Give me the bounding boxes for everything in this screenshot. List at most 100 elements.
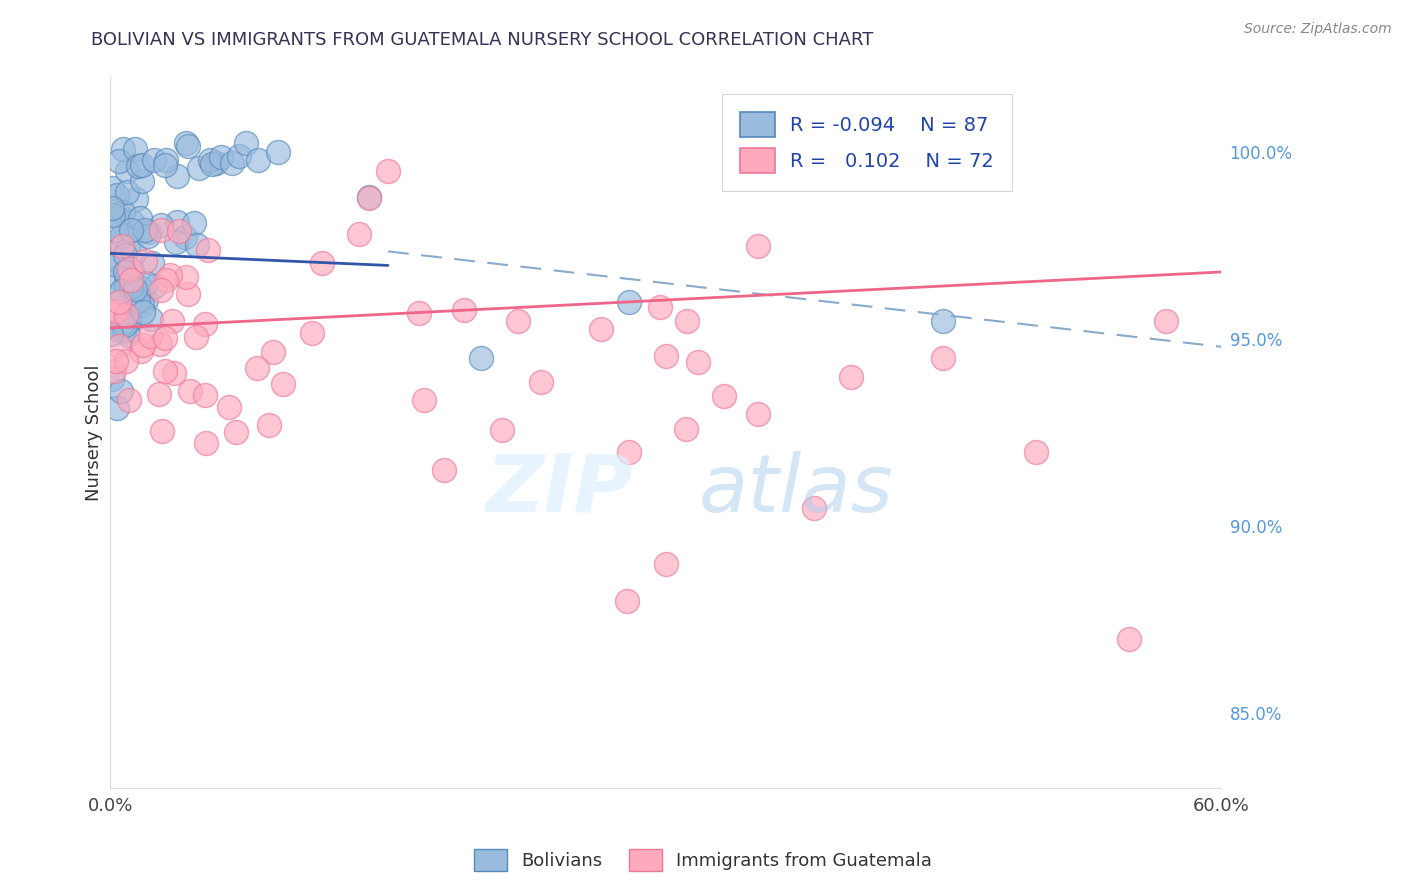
Point <box>101 307 124 321</box>
Point <box>118 392 141 407</box>
Legend: R = -0.094    N = 87, R =   0.102    N = 72: R = -0.094 N = 87, R = 0.102 N = 72 <box>723 95 1011 191</box>
Point <box>155 331 177 345</box>
Point <box>235 136 257 151</box>
Point <box>101 208 124 222</box>
Point <box>118 278 141 293</box>
Point <box>111 228 134 243</box>
Point <box>101 372 124 386</box>
Point <box>100 235 122 250</box>
Text: BOLIVIAN VS IMMIGRANTS FROM GUATEMALA NURSERY SCHOOL CORRELATION CHART: BOLIVIAN VS IMMIGRANTS FROM GUATEMALA NU… <box>91 31 873 49</box>
Point <box>107 271 129 285</box>
Point <box>311 256 333 270</box>
Point <box>139 328 162 343</box>
Point <box>141 255 163 269</box>
Point <box>205 156 228 170</box>
Point <box>134 223 156 237</box>
Point <box>159 268 181 283</box>
Point <box>155 153 177 167</box>
Point <box>675 421 697 435</box>
Point <box>1025 444 1047 458</box>
Point <box>713 389 735 403</box>
Point <box>163 366 186 380</box>
Point <box>117 269 139 284</box>
Point <box>155 158 177 172</box>
Point <box>120 273 142 287</box>
Point <box>186 237 208 252</box>
Point <box>1118 632 1140 646</box>
Point <box>188 161 211 175</box>
Point <box>103 364 125 378</box>
Point <box>149 283 172 297</box>
Point <box>145 278 167 293</box>
Point <box>347 227 370 241</box>
Point <box>112 316 135 330</box>
Point <box>179 384 201 399</box>
Point <box>357 191 380 205</box>
Point <box>121 264 143 278</box>
Point <box>616 594 638 608</box>
Point <box>114 279 136 293</box>
Point <box>112 143 135 157</box>
Point <box>271 377 294 392</box>
Point <box>105 401 128 416</box>
Point <box>135 276 157 290</box>
Point <box>246 153 269 167</box>
Point <box>131 158 153 172</box>
Point <box>747 407 769 421</box>
Point <box>108 339 131 353</box>
Point <box>124 142 146 156</box>
Point <box>173 230 195 244</box>
Point <box>121 214 143 228</box>
Point <box>139 312 162 326</box>
Point <box>129 211 152 225</box>
Point <box>111 239 134 253</box>
Point <box>491 423 513 437</box>
Point <box>688 355 710 369</box>
Point <box>149 222 172 236</box>
Point <box>197 243 219 257</box>
Text: Source: ZipAtlas.com: Source: ZipAtlas.com <box>1244 22 1392 37</box>
Point <box>117 238 139 252</box>
Point <box>148 387 170 401</box>
Point <box>117 327 139 342</box>
Point <box>530 375 553 389</box>
Point <box>359 190 381 204</box>
Point <box>101 252 124 267</box>
Point <box>118 261 141 276</box>
Point <box>591 322 613 336</box>
Point <box>155 273 177 287</box>
Point <box>132 338 155 352</box>
Point <box>149 336 172 351</box>
Point <box>194 318 217 332</box>
Point <box>655 557 678 571</box>
Point <box>506 313 529 327</box>
Point <box>108 287 131 301</box>
Point <box>932 313 955 327</box>
Point <box>193 388 215 402</box>
Point <box>201 157 224 171</box>
Point <box>747 239 769 253</box>
Point <box>267 145 290 159</box>
Point <box>209 151 232 165</box>
Point <box>142 153 165 168</box>
Point <box>118 315 141 329</box>
Point <box>115 354 138 368</box>
Point <box>127 293 149 308</box>
Point <box>169 224 191 238</box>
Point <box>108 212 131 227</box>
Point <box>149 219 172 233</box>
Point <box>125 192 148 206</box>
Point <box>155 364 177 378</box>
Point <box>453 303 475 318</box>
Point <box>111 205 134 219</box>
Point <box>432 463 454 477</box>
Point <box>118 313 141 327</box>
Point <box>114 318 136 333</box>
Point <box>221 155 243 169</box>
Point <box>225 425 247 439</box>
Point <box>136 228 159 243</box>
Point <box>184 330 207 344</box>
Point <box>200 153 222 167</box>
Point <box>138 225 160 239</box>
Text: atlas: atlas <box>699 450 894 529</box>
